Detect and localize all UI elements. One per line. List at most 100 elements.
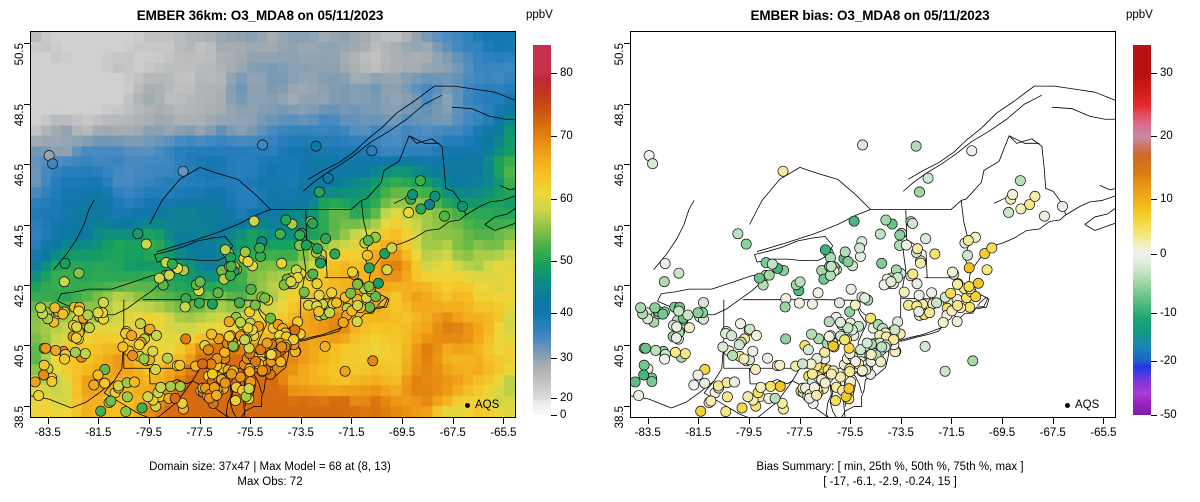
- colorbar-tick: [551, 198, 557, 200]
- colorbar-tick: [551, 72, 557, 74]
- aqs-station-marker: [386, 242, 398, 254]
- aqs-marker-icon: [1065, 402, 1070, 408]
- aqs-station-marker: [658, 276, 670, 288]
- y-axis-tick-label: 44.5: [614, 224, 626, 247]
- model-map-plot: [30, 31, 516, 418]
- aqs-station-marker: [180, 333, 192, 345]
- x-axis-tick-label: -83.5: [634, 427, 661, 439]
- aqs-station-marker: [254, 242, 266, 254]
- colorbar-tick-label: 60: [560, 192, 573, 205]
- aqs-station-marker: [153, 272, 165, 284]
- aqs-station-marker: [73, 305, 85, 317]
- model-footer: Domain size: 37x47 | Max Model = 68 at (…: [0, 460, 540, 490]
- aqs-station-marker: [843, 383, 855, 395]
- aqs-station-marker: [1057, 200, 1068, 212]
- aqs-station-marker: [657, 308, 669, 320]
- aqs-station-marker: [315, 257, 326, 269]
- aqs-station-marker: [339, 365, 351, 377]
- aqs-station-marker: [640, 342, 652, 354]
- y-axis-tick: [24, 224, 30, 226]
- x-axis-tick: [199, 418, 201, 424]
- aqs-station-marker: [367, 355, 379, 367]
- aqs-station-marker: [138, 353, 150, 365]
- aqs-station-marker: [212, 287, 224, 299]
- aqs-station-marker: [922, 172, 934, 184]
- aqs-station-marker: [740, 238, 752, 250]
- y-axis-tick: [24, 345, 30, 347]
- colorbar-tick: [551, 261, 557, 263]
- aqs-station-marker: [670, 332, 682, 344]
- aqs-station-marker: [352, 278, 363, 290]
- x-axis-tick: [1052, 418, 1054, 424]
- aqs-station-marker: [1039, 210, 1050, 222]
- aqs-station-marker: [774, 359, 786, 371]
- x-axis-tick-label: -67.5: [439, 427, 466, 439]
- aqs-station-marker: [729, 376, 740, 388]
- x-axis-tick: [402, 418, 404, 424]
- x-axis-tick-label: -67.5: [1039, 427, 1066, 439]
- aqs-station-marker: [379, 248, 391, 259]
- x-axis-tick: [1002, 418, 1004, 424]
- aqs-station-marker: [919, 341, 931, 352]
- aqs-station-marker: [823, 331, 835, 342]
- aqs-station-marker: [1029, 190, 1041, 202]
- x-axis-tick: [951, 418, 953, 424]
- aqs-station-marker: [720, 406, 732, 417]
- aqs-station-marker: [797, 358, 809, 370]
- aqs-station-marker: [49, 302, 61, 314]
- aqs-station-marker: [793, 297, 805, 309]
- colorbar-tick: [1151, 135, 1157, 137]
- aqs-station-marker: [298, 286, 310, 298]
- aqs-station-marker: [165, 380, 177, 392]
- aqs-station-marker: [407, 189, 419, 200]
- aqs-station-marker: [276, 341, 288, 353]
- x-axis-tick-label: -69.5: [988, 427, 1016, 439]
- aqs-station-marker: [755, 381, 767, 393]
- aqs-station-marker: [819, 244, 831, 256]
- y-axis-tick: [24, 164, 30, 166]
- aqs-station-marker: [952, 278, 963, 290]
- aqs-station-marker: [911, 243, 923, 255]
- aqs-station-marker: [854, 242, 866, 254]
- aqs-station-marker: [855, 344, 867, 356]
- aqs-station-marker: [780, 333, 792, 345]
- y-axis-tick: [24, 103, 30, 105]
- aqs-station-marker: [717, 341, 729, 353]
- panel-title-bias: EMBER bias: O3_MDA8 on 05/11/2023: [750, 8, 990, 23]
- aqs-station-marker: [857, 139, 868, 151]
- colorbar-tick-label: -50: [1160, 409, 1177, 421]
- aqs-station-marker: [250, 355, 261, 367]
- aqs-station-marker: [646, 376, 658, 387]
- aqs-station-marker: [132, 228, 144, 240]
- y-axis-tick: [624, 284, 630, 286]
- aqs-station-marker: [967, 355, 979, 367]
- aqs-station-marker: [92, 307, 104, 319]
- aqs-station-marker: [688, 379, 700, 391]
- aqs-station-marker: [311, 243, 323, 255]
- aqs-station-marker: [875, 356, 887, 368]
- aqs-station-marker: [142, 391, 154, 403]
- aqs-station-marker: [865, 312, 877, 324]
- colorbar-tick-label: 0: [560, 409, 567, 421]
- aqs-station-marker: [307, 268, 319, 280]
- aqs-station-marker: [133, 339, 145, 351]
- aqs-station-marker: [726, 330, 738, 341]
- aqs-station-marker: [750, 364, 761, 375]
- aqs-station-marker: [59, 258, 71, 269]
- x-axis-tick: [647, 418, 649, 424]
- x-axis-tick-label: -65.5: [1090, 427, 1117, 439]
- aqs-station-marker: [914, 186, 925, 198]
- aqs-station-marker: [659, 258, 671, 269]
- aqs-station-marker: [839, 246, 851, 258]
- aqs-station-marker: [275, 356, 287, 368]
- aqs-station-marker: [962, 234, 974, 246]
- aqs-station-marker: [243, 342, 255, 354]
- aqs-station-marker: [140, 238, 152, 250]
- aqs-station-marker: [844, 366, 856, 378]
- aqs-station-marker: [673, 267, 685, 279]
- aqs-station-marker: [244, 366, 256, 378]
- model-colorbar-strip: [533, 45, 551, 415]
- aqs-station-marker: [671, 321, 683, 333]
- aqs-station-marker: [907, 268, 919, 280]
- x-axis-tick-label: -75.5: [237, 427, 264, 439]
